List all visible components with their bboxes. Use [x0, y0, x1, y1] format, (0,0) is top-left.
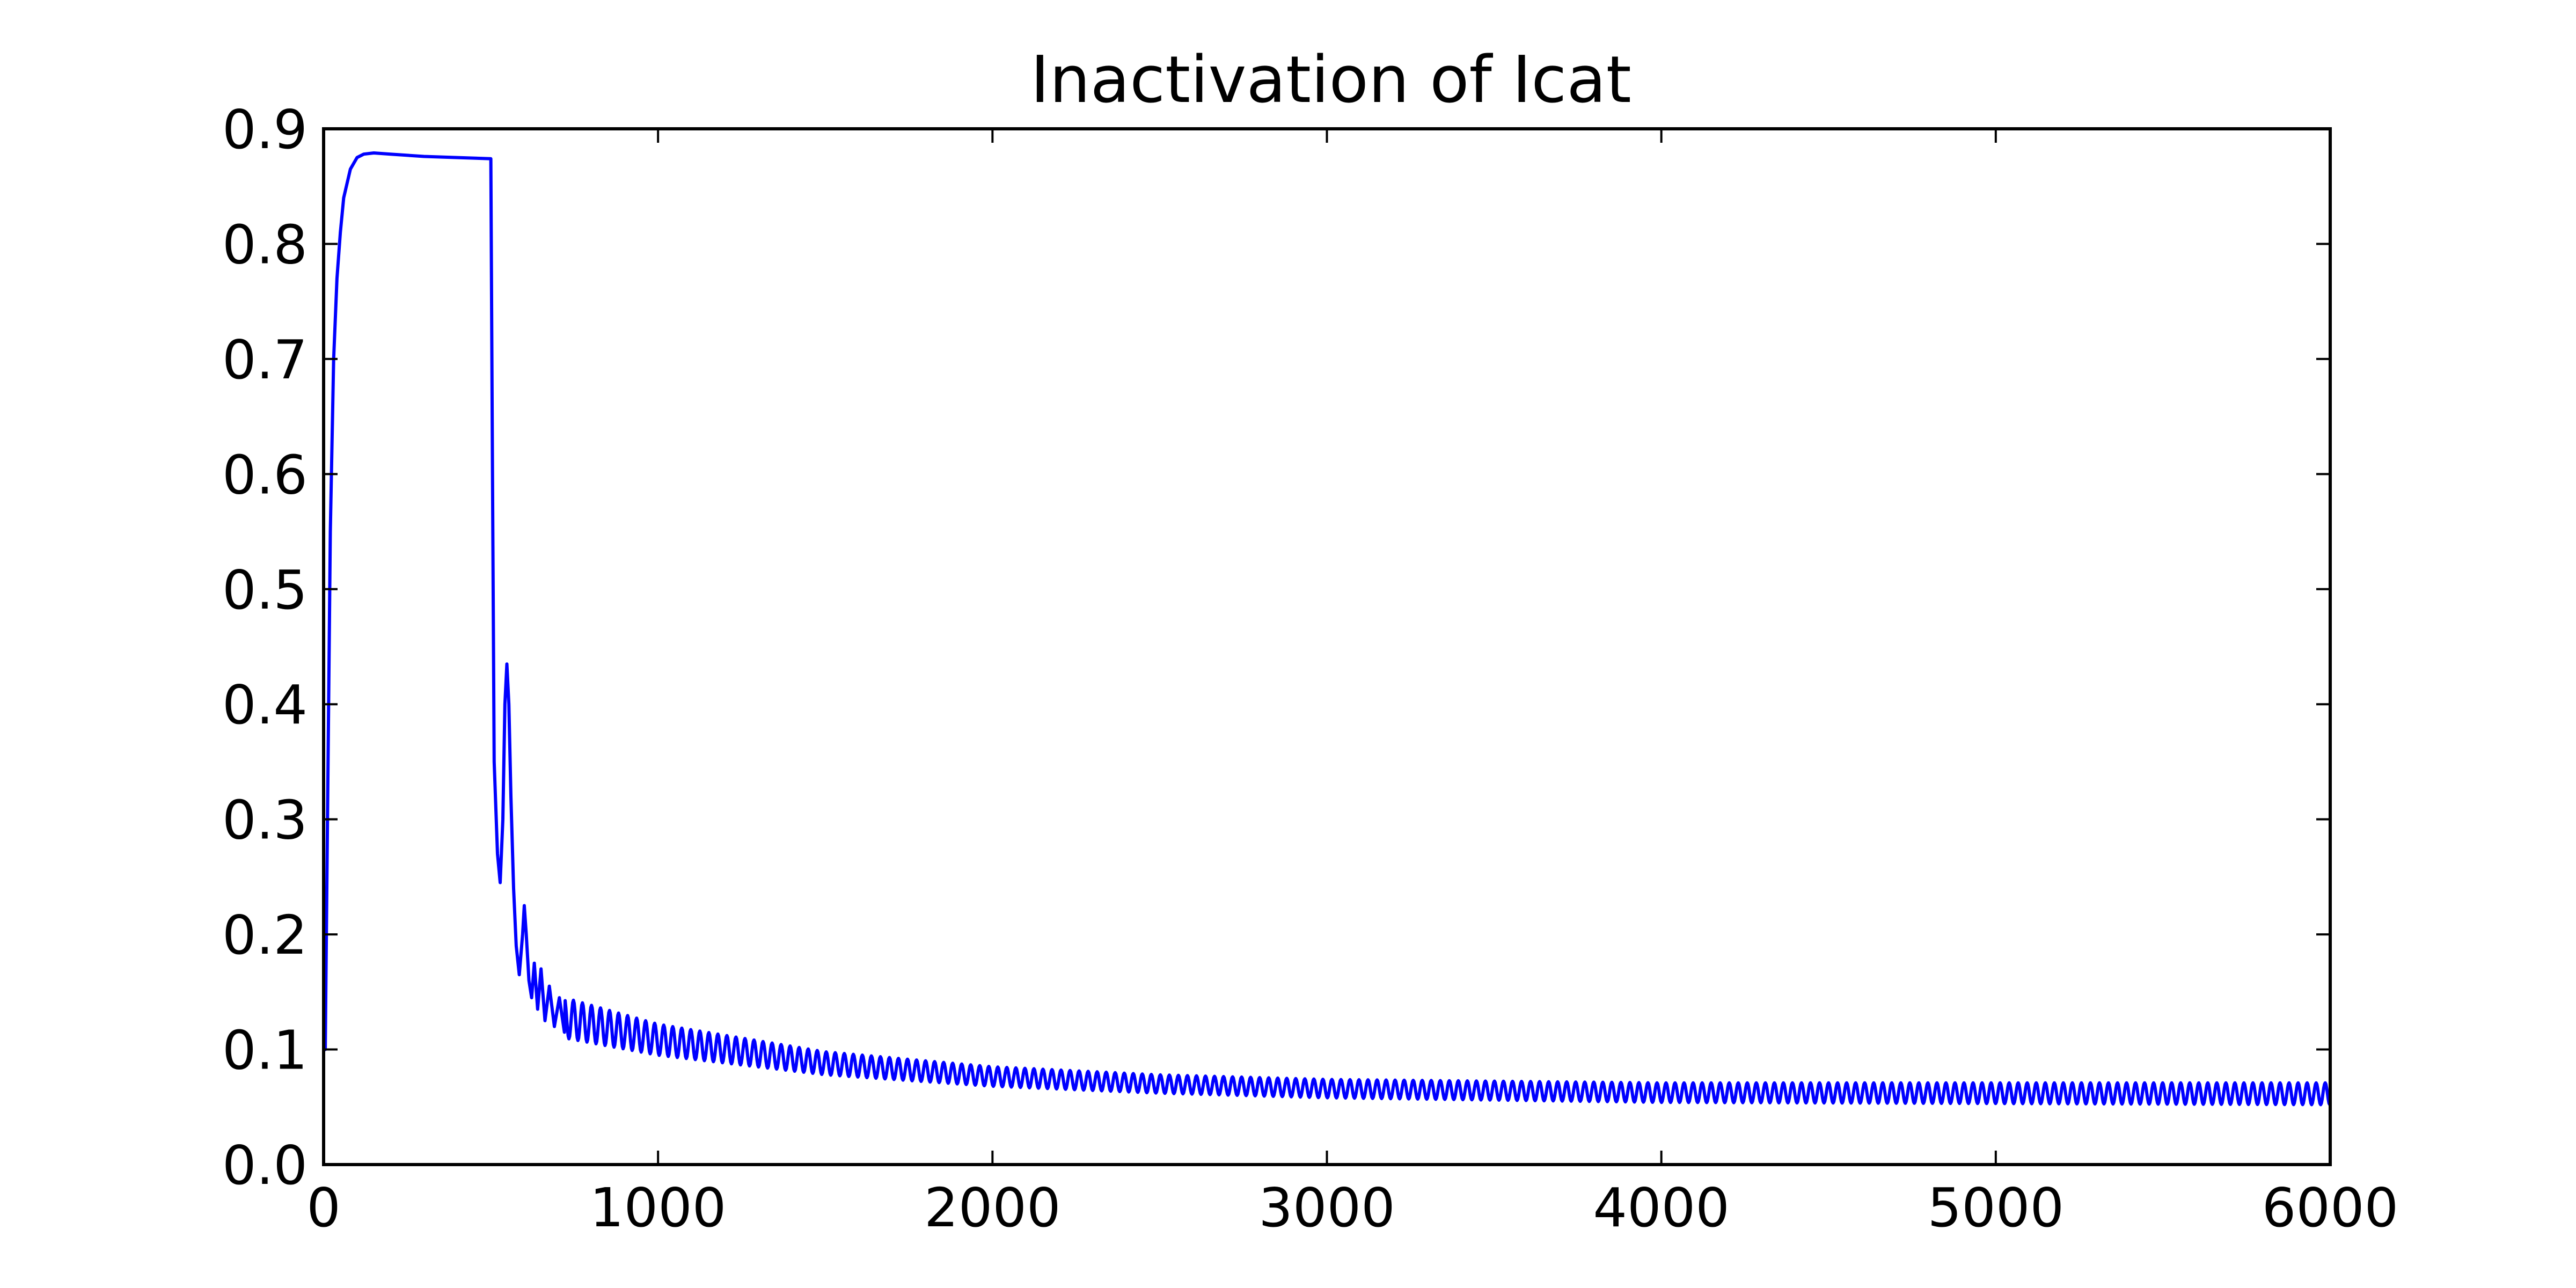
- x-tick-label: 4000: [1593, 1176, 1730, 1239]
- x-tick-label: 5000: [1928, 1176, 2065, 1239]
- x-tick-label: 1000: [590, 1176, 727, 1239]
- y-tick-label: 0.2: [222, 904, 308, 967]
- chart-title: Inactivation of Icat: [1030, 43, 1631, 118]
- x-tick-label: 2000: [924, 1176, 1061, 1239]
- y-tick-label: 0.0: [222, 1134, 308, 1197]
- axes-frame: [322, 127, 2332, 1166]
- y-tick-label: 0.1: [222, 1019, 308, 1082]
- y-tick-label: 0.4: [222, 674, 308, 736]
- y-tick-label: 0.5: [222, 559, 308, 621]
- series-line: [324, 151, 2330, 1107]
- y-tick-label: 0.8: [222, 213, 308, 276]
- plot-area: [324, 151, 2330, 1107]
- x-tick-label: 6000: [2262, 1176, 2399, 1239]
- x-tick-label: 0: [306, 1176, 341, 1239]
- y-tick-label: 0.6: [222, 443, 308, 506]
- axes: 0 1000 2000 3000 4000 5000 6000 0.0 0.1 0.2 0.3 0.4…: [222, 98, 2398, 1239]
- y-tick-label: 0.7: [222, 328, 308, 391]
- y-tick-label: 0.9: [222, 98, 308, 161]
- y-tick-label: 0.3: [222, 789, 308, 852]
- x-tick-label: 3000: [1258, 1176, 1395, 1239]
